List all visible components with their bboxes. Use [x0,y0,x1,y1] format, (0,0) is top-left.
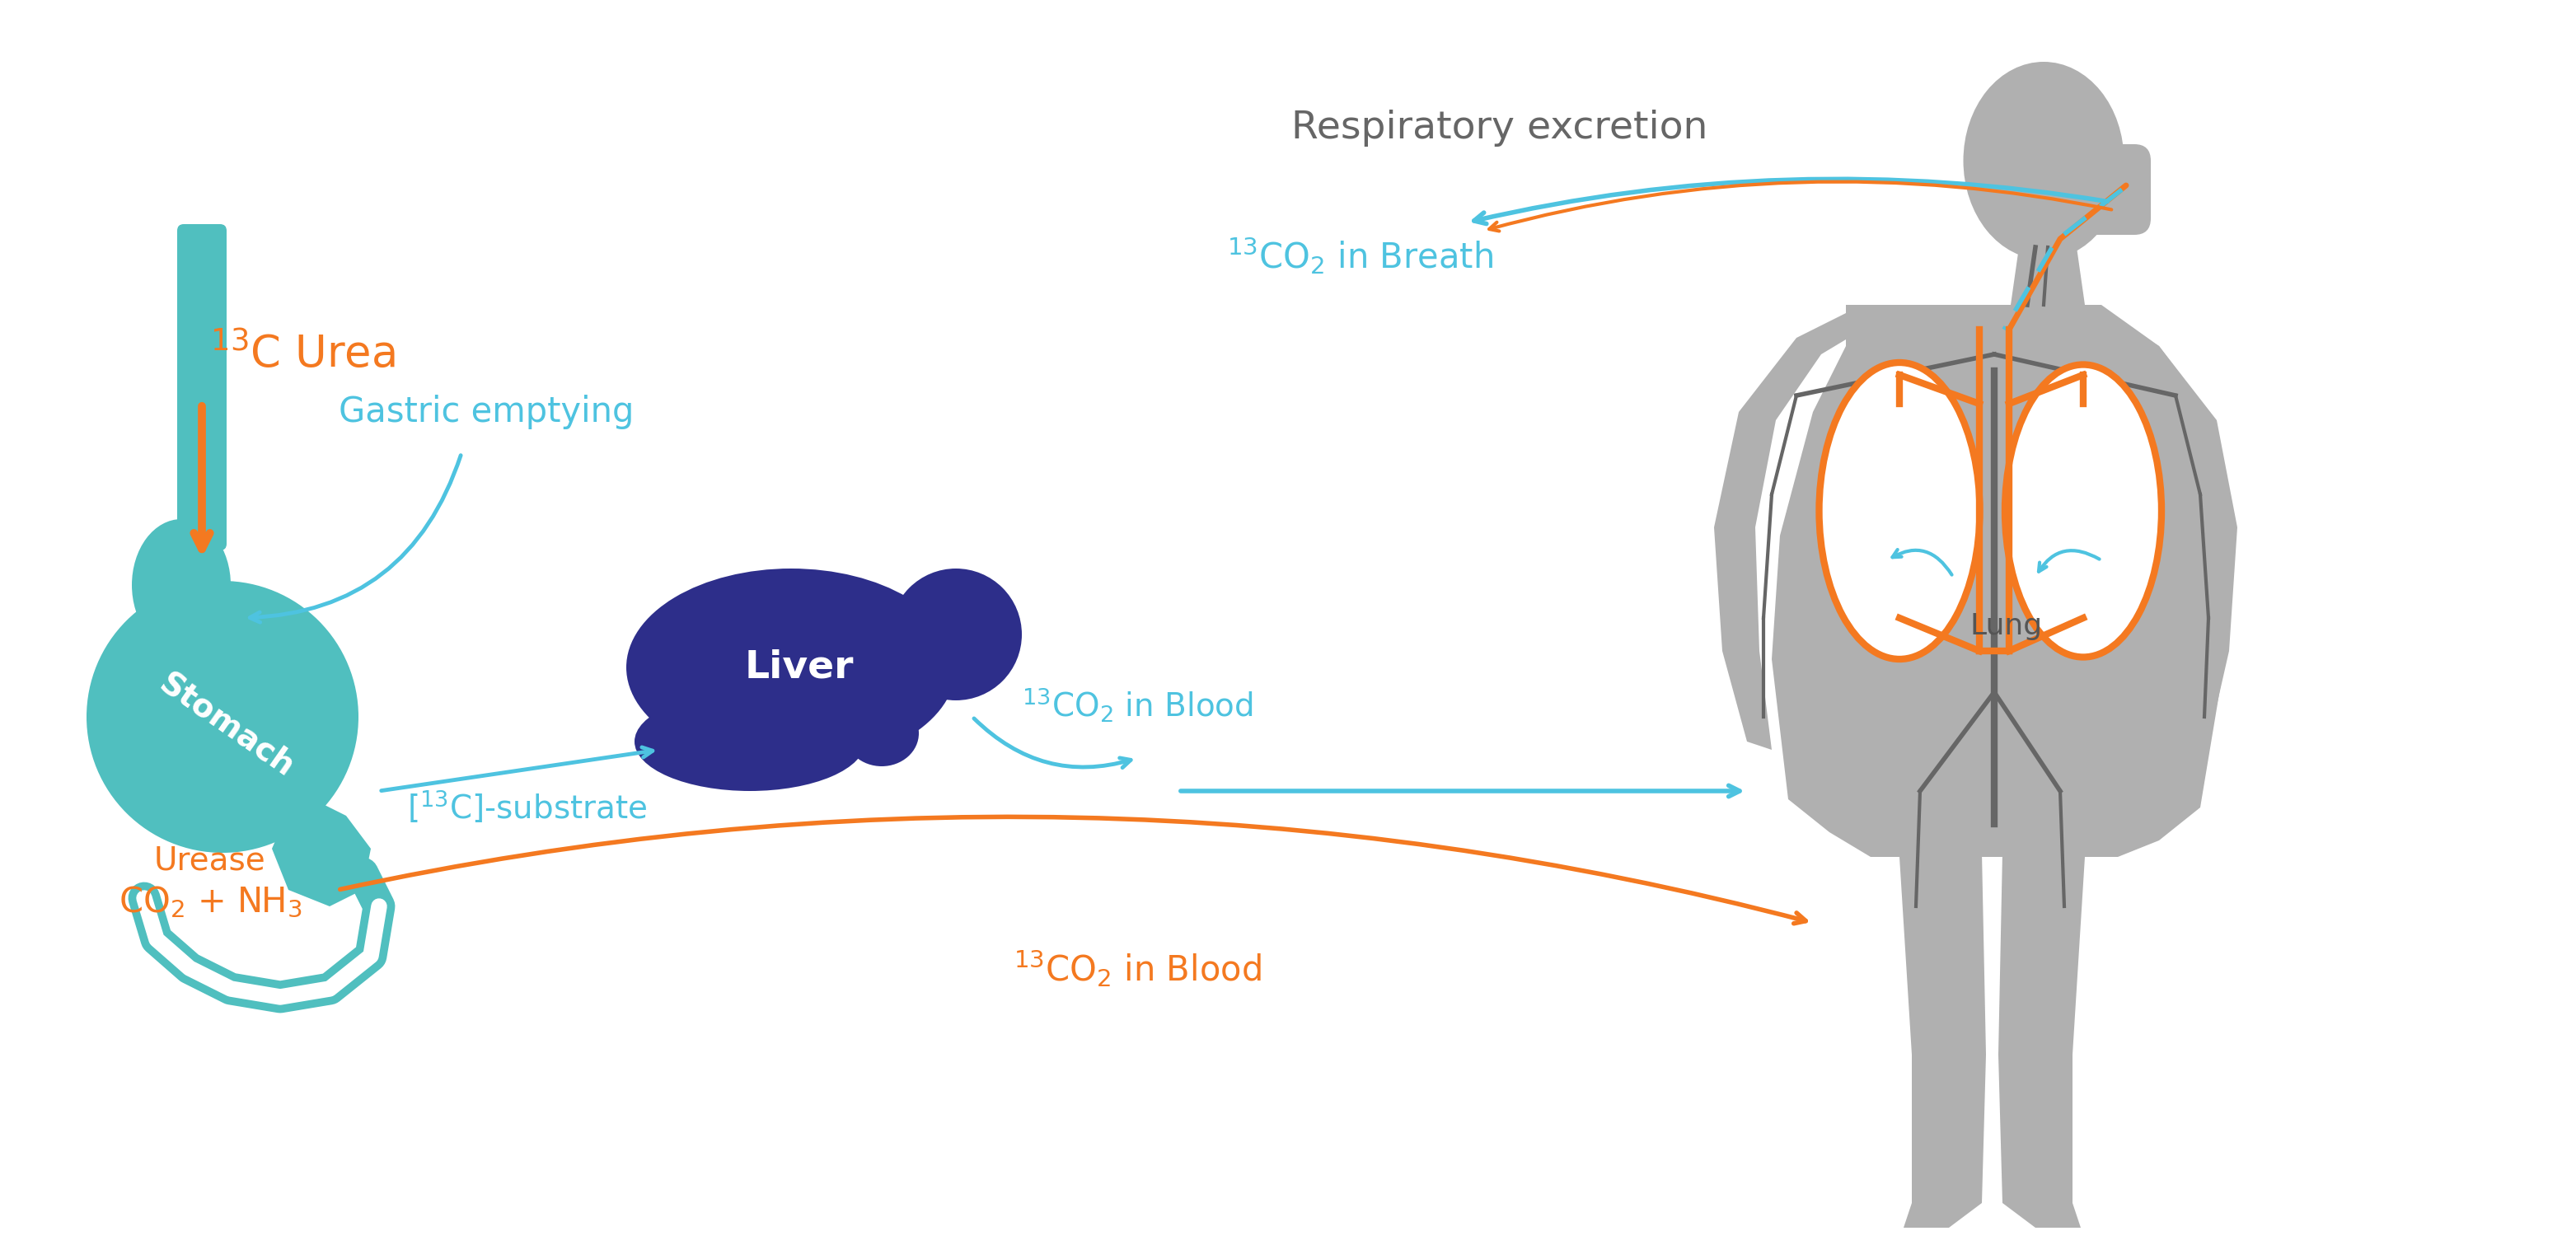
Polygon shape [273,791,371,906]
FancyBboxPatch shape [2035,144,2151,235]
Ellipse shape [1819,362,1981,659]
Ellipse shape [845,701,920,766]
Text: $^{13}$C Urea: $^{13}$C Urea [211,332,394,376]
Ellipse shape [131,519,232,651]
Polygon shape [2102,312,2239,749]
Text: CO$_2$ + NH$_3$: CO$_2$ + NH$_3$ [118,885,301,920]
Text: Respiratory excretion: Respiratory excretion [1291,110,1708,146]
Text: $^{13}$CO$_2$ in Blood: $^{13}$CO$_2$ in Blood [1023,686,1252,723]
FancyBboxPatch shape [178,224,227,550]
Text: Stomach: Stomach [155,667,299,783]
Polygon shape [2012,248,2084,305]
Text: [$^{13}$C]-substrate: [$^{13}$C]-substrate [407,789,647,825]
Ellipse shape [173,523,222,581]
Polygon shape [1772,305,2233,857]
Polygon shape [1875,853,1986,1228]
Text: $^{13}$CO$_2$ in Breath: $^{13}$CO$_2$ in Breath [1226,235,1492,276]
Text: Gastric emptying: Gastric emptying [337,395,634,430]
Text: Lung: Lung [1971,613,2043,640]
Ellipse shape [634,692,866,791]
Polygon shape [1999,853,2110,1228]
Ellipse shape [889,569,1023,701]
Text: $^{13}$CO$_2$ in Blood: $^{13}$CO$_2$ in Blood [1012,947,1262,989]
Text: Liver: Liver [744,649,853,686]
Ellipse shape [88,581,358,853]
Text: Urease: Urease [155,845,265,876]
Ellipse shape [1963,62,2125,259]
Ellipse shape [2115,169,2146,194]
Polygon shape [1713,312,1862,749]
Ellipse shape [2004,365,2161,657]
Ellipse shape [626,569,956,766]
